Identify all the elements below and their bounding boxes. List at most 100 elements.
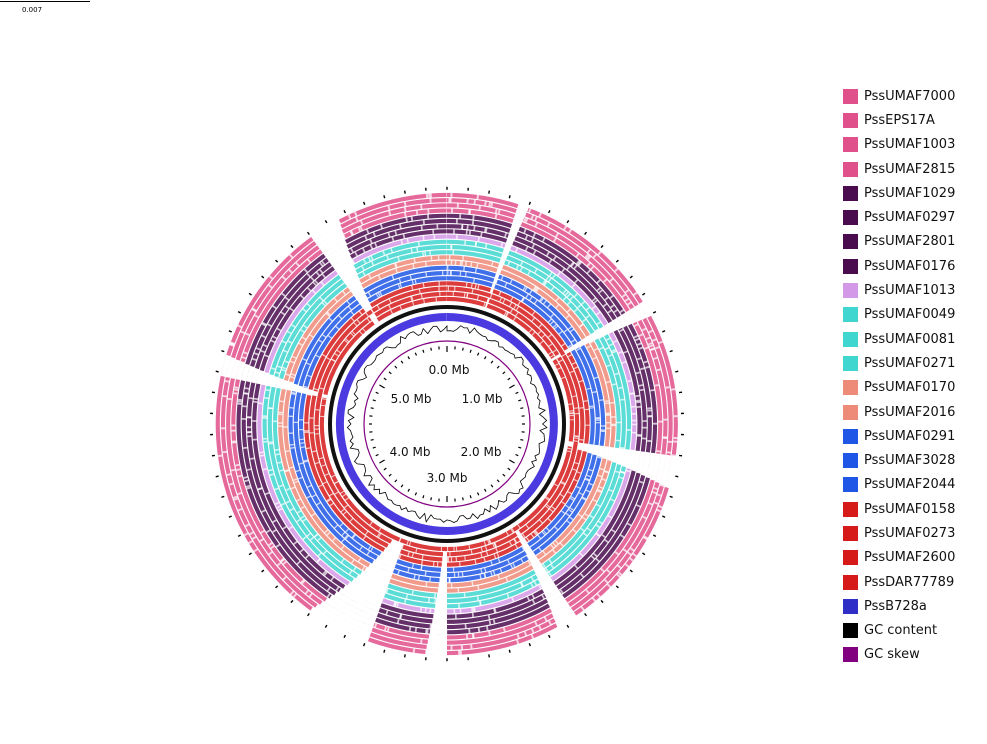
scale-tick <box>469 495 472 499</box>
legend-label: PssUMAF1029 <box>864 185 956 201</box>
scale-tick <box>375 391 379 395</box>
outer-tick <box>566 624 570 628</box>
legend-swatch <box>843 258 858 274</box>
ring-label-3mb: 3.0 Mb <box>427 471 468 485</box>
legend-swatch <box>843 210 858 226</box>
outer-tick <box>675 475 679 478</box>
outer-tick <box>600 599 604 604</box>
outer-tick <box>228 330 232 333</box>
scale-tick <box>509 459 515 464</box>
blast-ring <box>257 234 637 614</box>
gc-content-track <box>346 324 548 523</box>
scale-tick <box>518 446 522 449</box>
legend-item: PssUMAF7000 <box>843 84 987 108</box>
outer-tick <box>566 220 570 224</box>
legend-item: PssUMAF0049 <box>843 303 987 327</box>
scale-tick <box>507 377 511 381</box>
outer-tick <box>488 190 491 194</box>
blast-ring <box>314 291 580 557</box>
blast-ring <box>309 286 585 562</box>
legend-label: PssUMAF2600 <box>864 550 956 566</box>
blast-ring <box>241 218 653 630</box>
legend-label: PssUMAF3028 <box>864 453 956 469</box>
legend-swatch <box>843 647 858 663</box>
outer-tick <box>221 350 225 353</box>
scale-tick <box>422 495 425 499</box>
outer-tick <box>215 370 219 373</box>
outer-tick <box>261 569 265 573</box>
outer-tick <box>615 585 619 589</box>
outer-tick <box>488 654 491 658</box>
legend-swatch <box>843 428 858 444</box>
legend-label: PssUMAF2815 <box>864 161 956 177</box>
legend-swatch <box>843 88 858 104</box>
outer-tick <box>261 275 265 279</box>
outer-tick <box>508 195 511 199</box>
legend-item: PssUMAF2600 <box>843 546 987 570</box>
outer-tick <box>652 310 657 314</box>
gc-skew-track <box>363 340 531 508</box>
scale-tick <box>414 352 418 356</box>
outer-tick <box>403 654 406 658</box>
blast-ring <box>319 296 575 552</box>
scale-tick <box>379 459 385 464</box>
blast-ring <box>278 255 616 593</box>
outer-tick <box>290 244 294 249</box>
ring-position-labels: 0.0 Mb 1.0 Mb 2.0 Mb 3.0 Mb 4.0 Mb 5.0 M… <box>390 363 503 485</box>
outer-tick <box>652 534 657 538</box>
ring-label-0mb: 0.0 Mb <box>429 363 470 377</box>
outer-tick <box>547 634 551 639</box>
legend-swatch <box>843 137 858 153</box>
outer-tick <box>362 201 366 205</box>
scale-tick <box>407 356 411 360</box>
legend-item: PssUMAF2044 <box>843 473 987 497</box>
scale-tick <box>372 399 376 402</box>
legend-label: PssUMAF1013 <box>864 283 956 299</box>
legend-swatch <box>843 112 858 128</box>
ring-label-2mb: 2.0 Mb <box>461 445 502 459</box>
outer-tick <box>324 220 328 224</box>
outer-tick <box>307 231 310 235</box>
legend-item: PssUMAF2815 <box>843 157 987 181</box>
legend-label: PssUMAF2801 <box>864 234 956 250</box>
blast-ring <box>288 265 606 583</box>
legend-item: PssEPS17A <box>843 108 987 132</box>
legend-swatch <box>843 355 858 371</box>
scale-tick <box>496 479 500 483</box>
legend-item: GC skew <box>843 643 987 667</box>
legend-item: PssUMAF3028 <box>843 448 987 472</box>
legend-item: PssUMAF1003 <box>843 133 987 157</box>
legend-label: PssUMAF0297 <box>864 210 956 226</box>
outer-tick <box>307 613 310 617</box>
legend-item: PssUMAF0081 <box>843 327 987 351</box>
outer-tick <box>508 649 511 653</box>
outer-tick <box>642 292 646 296</box>
outer-tick <box>215 475 219 478</box>
outer-tick <box>248 292 252 296</box>
legend-item: PssUMAF0273 <box>843 521 987 545</box>
legend-swatch <box>843 453 858 469</box>
legend-swatch <box>843 598 858 614</box>
scale-tick <box>490 360 494 364</box>
legend-item: PssUMAF0158 <box>843 497 987 521</box>
scale-tick <box>430 497 432 501</box>
legend-label: PssB728a <box>864 598 927 614</box>
scale-tick <box>400 360 404 364</box>
scale-tick <box>430 347 432 351</box>
scale-tick <box>394 365 398 369</box>
legend-label: PssEPS17A <box>864 112 935 128</box>
legend-item: PssUMAF1029 <box>843 181 987 205</box>
legend-swatch <box>843 161 858 177</box>
ring-label-1mb: 1.0 Mb <box>462 392 503 406</box>
legend-item: PssDAR77789 <box>843 570 987 594</box>
outer-tick <box>528 201 532 205</box>
blast-ring <box>236 213 658 635</box>
outer-tick <box>290 599 294 604</box>
legend-swatch <box>843 331 858 347</box>
legend-label: GC content <box>864 623 938 639</box>
scale-tick <box>509 384 515 389</box>
scale-tick <box>496 365 500 369</box>
scale-tick <box>379 384 385 389</box>
legend-item: PssUMAF0297 <box>843 205 987 229</box>
outer-tick <box>403 190 406 194</box>
